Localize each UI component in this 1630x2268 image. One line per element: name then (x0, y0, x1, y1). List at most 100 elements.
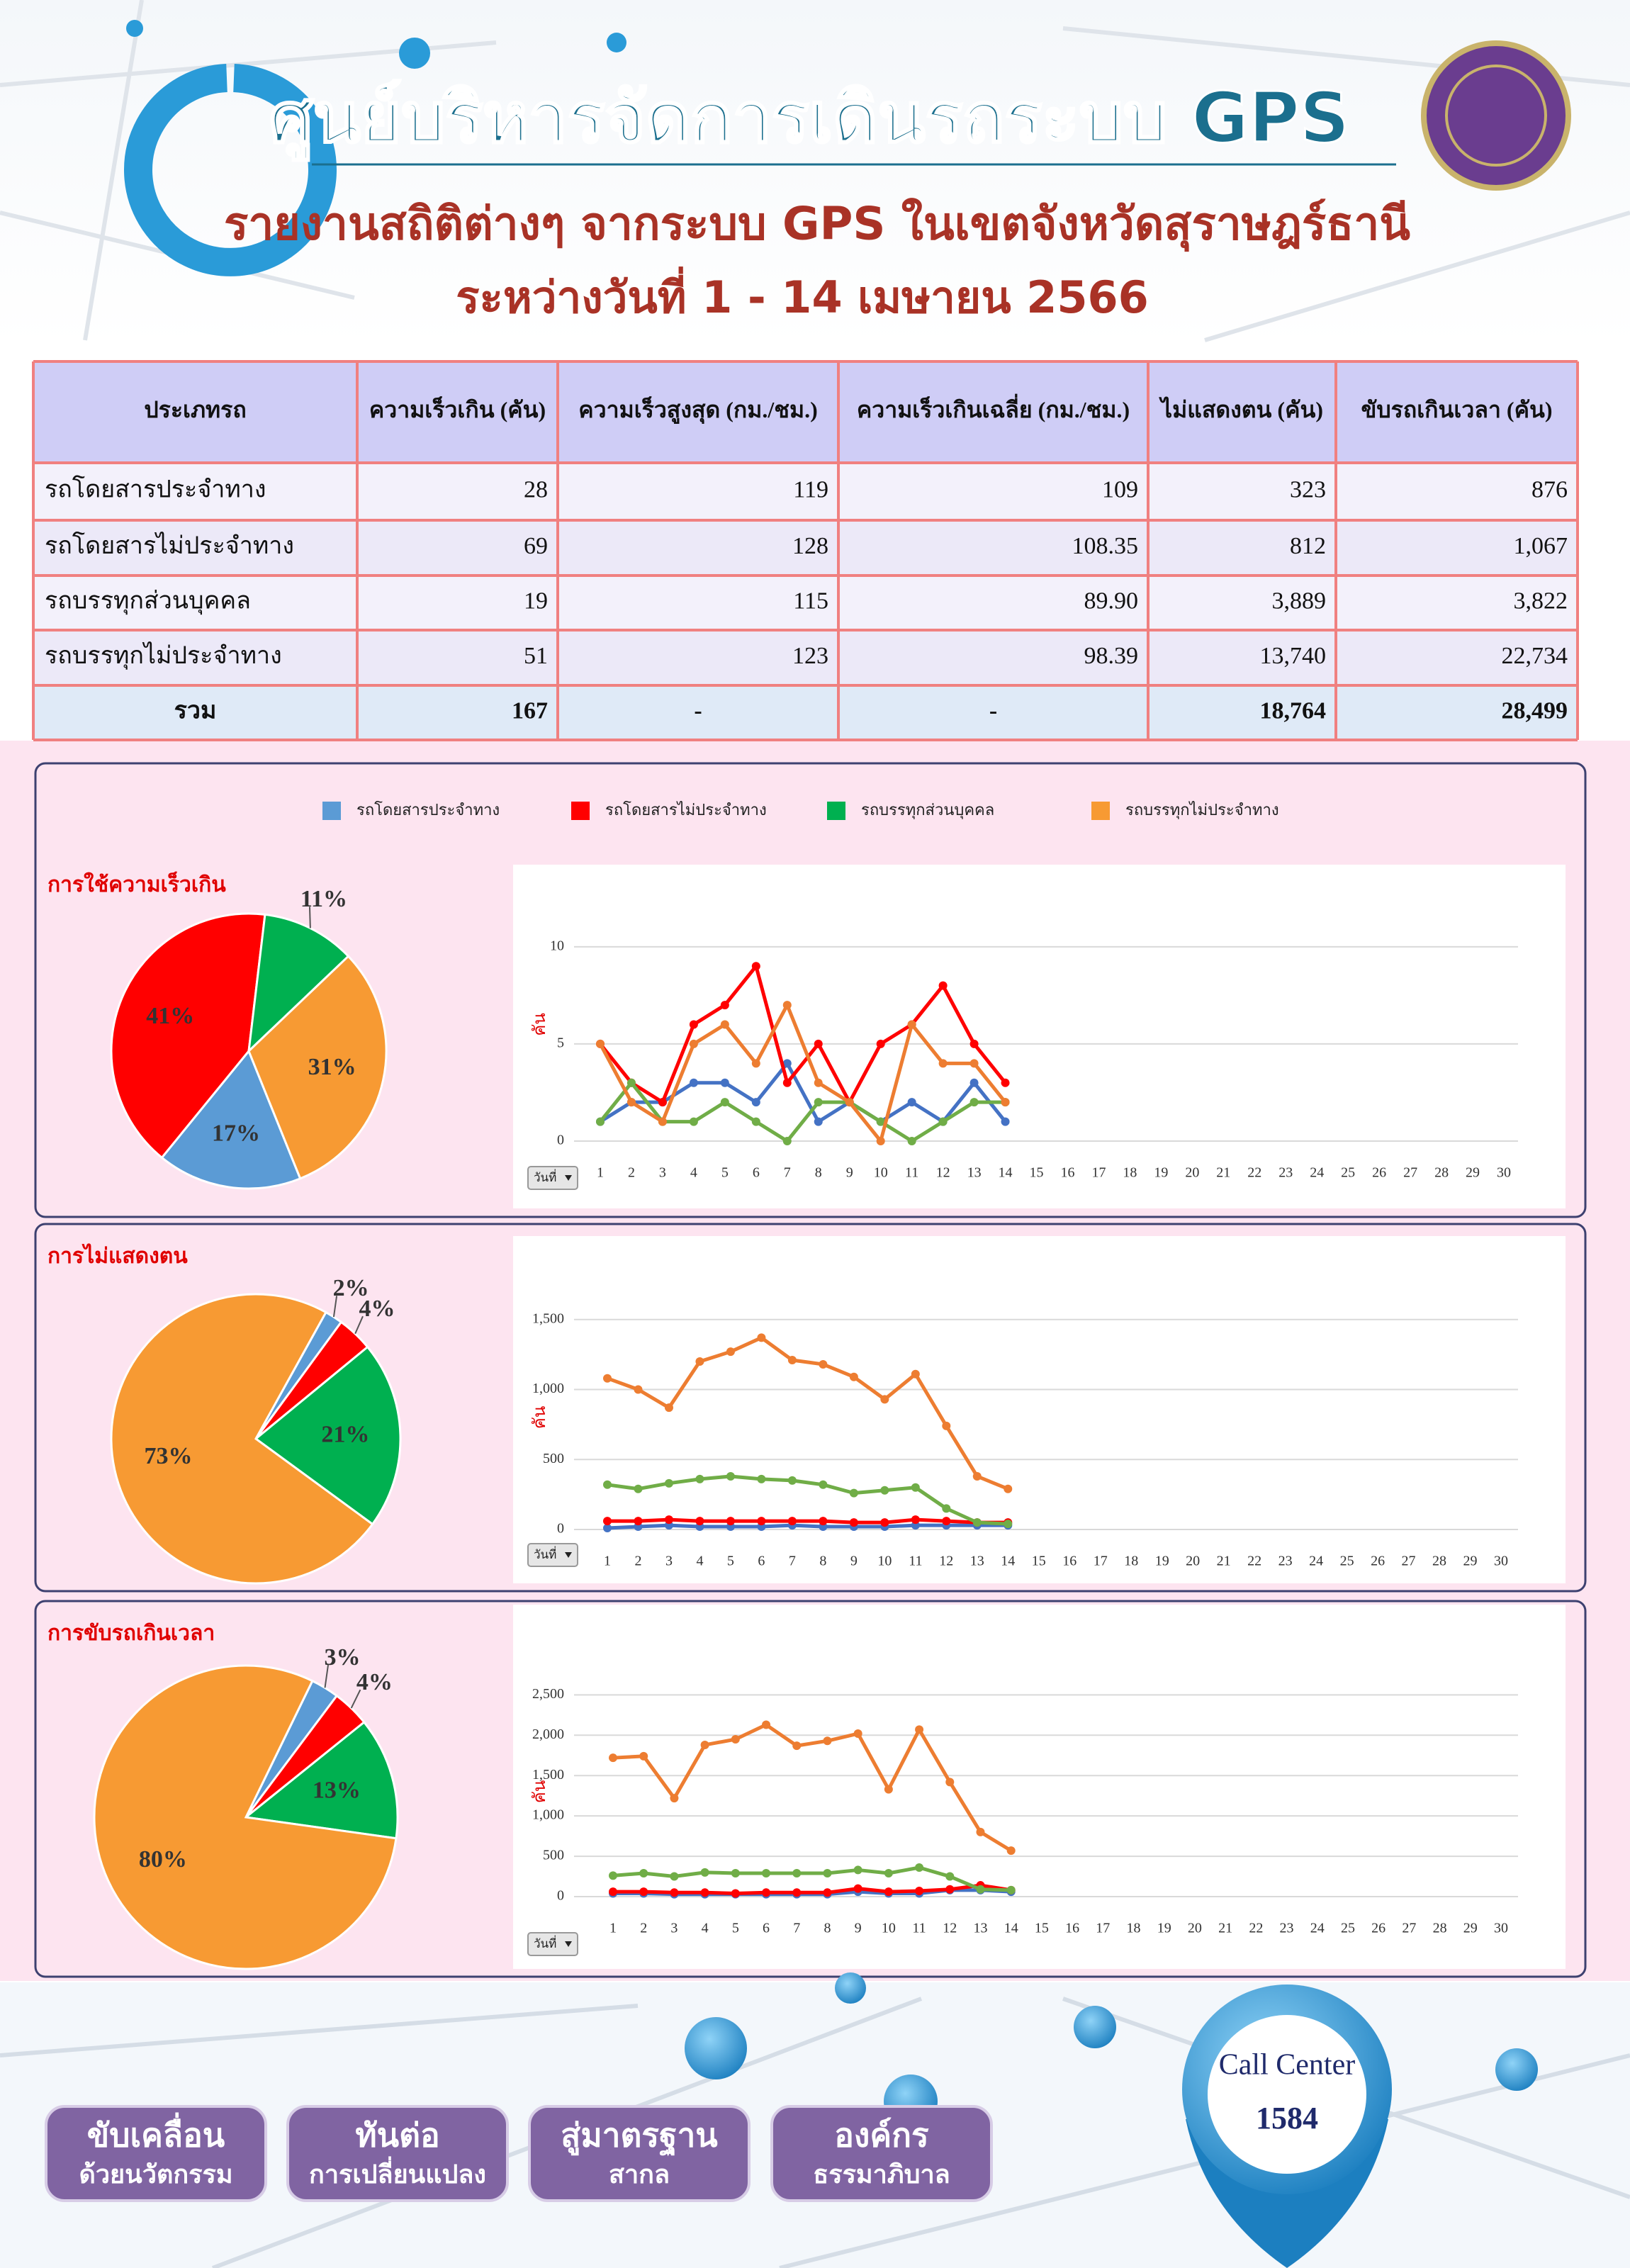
series-point (972, 1518, 982, 1527)
series-point (880, 1395, 889, 1404)
pie-slice (254, 1345, 402, 1526)
series-line (607, 1523, 1008, 1530)
pie-label: 80% (139, 1846, 187, 1873)
x-tick-label: 29 (1466, 1165, 1480, 1181)
x-tick-label: 30 (1497, 1165, 1511, 1181)
series-point (720, 1078, 729, 1087)
table-cell: 28,499 (1502, 697, 1568, 724)
table-cell: 109 (1102, 476, 1138, 503)
y-tick-label: 500 (543, 1848, 564, 1863)
x-tick-label: 20 (1188, 1921, 1202, 1936)
x-tick-label: 8 (819, 1554, 826, 1569)
series-line (599, 964, 1007, 1104)
legend-label: รถบรรทุกไม่ประจำทาง (1125, 801, 1279, 819)
footer-button-line1: สู่มาตรฐาน (561, 2116, 718, 2157)
x-tick-label: 1 (597, 1165, 604, 1181)
table-cell: 69 (524, 533, 548, 559)
x-tick-label: 4 (702, 1921, 709, 1936)
legend-swatch (1091, 802, 1110, 820)
table-cell: - (989, 697, 997, 724)
series-point (942, 1421, 951, 1430)
x-tick-label: 19 (1155, 1554, 1169, 1569)
pin-icon (399, 38, 430, 69)
x-tick-label: 4 (690, 1165, 697, 1181)
chart-title: การไม่แสดงตน (47, 1243, 188, 1268)
y-tick-label: 10 (550, 938, 564, 953)
pie-label: 4% (359, 1296, 395, 1322)
series-point (658, 1117, 667, 1126)
series-point (731, 1889, 740, 1898)
series-point (757, 1474, 766, 1483)
series-point (823, 1736, 832, 1746)
y-tick-label: 2,500 (532, 1686, 564, 1702)
pie-label: 17% (212, 1121, 260, 1147)
call-center-label: Call Center (1219, 2049, 1355, 2082)
chart-title: การขับรถเกินเวลา (47, 1622, 215, 1645)
series-point (689, 1020, 698, 1029)
series-point (782, 1059, 792, 1068)
y-tick-label: 5 (557, 1035, 564, 1051)
series-point (907, 1137, 916, 1145)
series-point (942, 1517, 951, 1526)
pie-slice (110, 1293, 374, 1585)
x-tick-label: 5 (727, 1554, 734, 1569)
x-tick-label: 3 (670, 1921, 678, 1936)
y-tick-label: 0 (557, 1888, 564, 1904)
table-cell: 19 (524, 588, 548, 614)
series-point (884, 1785, 893, 1794)
table-row-bg (33, 520, 1578, 576)
table-cell: 98.39 (1084, 643, 1139, 669)
x-tick-label: 21 (1216, 1165, 1230, 1181)
x-tick-label: 14 (999, 1165, 1013, 1181)
x-tick-label: 29 (1463, 1554, 1478, 1569)
table-cell: 876 (1531, 476, 1568, 503)
y-tick-label: 0 (557, 1133, 564, 1148)
legend-label: รถโดยสารไม่ประจำทาง (605, 801, 767, 819)
x-tick-label: 27 (1402, 1921, 1416, 1936)
x-tick-label: 7 (793, 1921, 800, 1936)
x-tick-label: 21 (1217, 1554, 1231, 1569)
series-point (938, 981, 948, 990)
series-point (782, 1078, 792, 1087)
series-point (915, 1725, 924, 1734)
header-title: ศูนย์บริหารจัดการเดินรถระบบ GPS (269, 78, 1350, 162)
chart-title: การใช้ความเร็วเกิน (47, 871, 226, 897)
x-tick-label: 3 (659, 1165, 666, 1181)
call-center-number: 1584 (1256, 2101, 1318, 2135)
series-point (639, 1751, 648, 1761)
series-point (884, 1868, 893, 1877)
x-tick-label: 15 (1032, 1554, 1046, 1569)
x-tick-label: 17 (1094, 1554, 1108, 1569)
series-point (762, 1720, 771, 1729)
x-tick-label: 23 (1280, 1921, 1294, 1936)
footer-button (770, 2105, 993, 2202)
series-point (762, 1888, 771, 1897)
x-tick-label: 13 (967, 1165, 982, 1181)
x-tick-label: 13 (973, 1921, 987, 1936)
x-tick-label: 11 (912, 1921, 926, 1936)
x-tick-label: 21 (1218, 1921, 1232, 1936)
table-cell: รถโดยสารประจำทาง (45, 475, 266, 503)
series-point (626, 1098, 636, 1107)
x-tick-label: 11 (909, 1554, 922, 1569)
pie-label: 21% (321, 1421, 369, 1447)
x-tick-label: 10 (877, 1554, 892, 1569)
series-point (849, 1372, 858, 1381)
series-point (845, 1098, 854, 1107)
series-point (695, 1357, 704, 1366)
pie-label: 3% (325, 1644, 361, 1671)
x-tick-label: 4 (696, 1554, 703, 1569)
x-tick-label: 1 (609, 1921, 617, 1936)
series-point (609, 1887, 617, 1897)
pin-icon (1074, 2006, 1116, 2048)
series-point (938, 1117, 948, 1126)
series-point (782, 1001, 792, 1010)
x-tick-label: 25 (1341, 1921, 1355, 1936)
series-point (751, 1117, 760, 1126)
x-tick-label: 16 (1060, 1165, 1074, 1181)
series-point (762, 1868, 771, 1877)
series-point (787, 1476, 797, 1485)
pie-slice (243, 1720, 399, 1840)
x-tick-label: 16 (1062, 1554, 1077, 1569)
